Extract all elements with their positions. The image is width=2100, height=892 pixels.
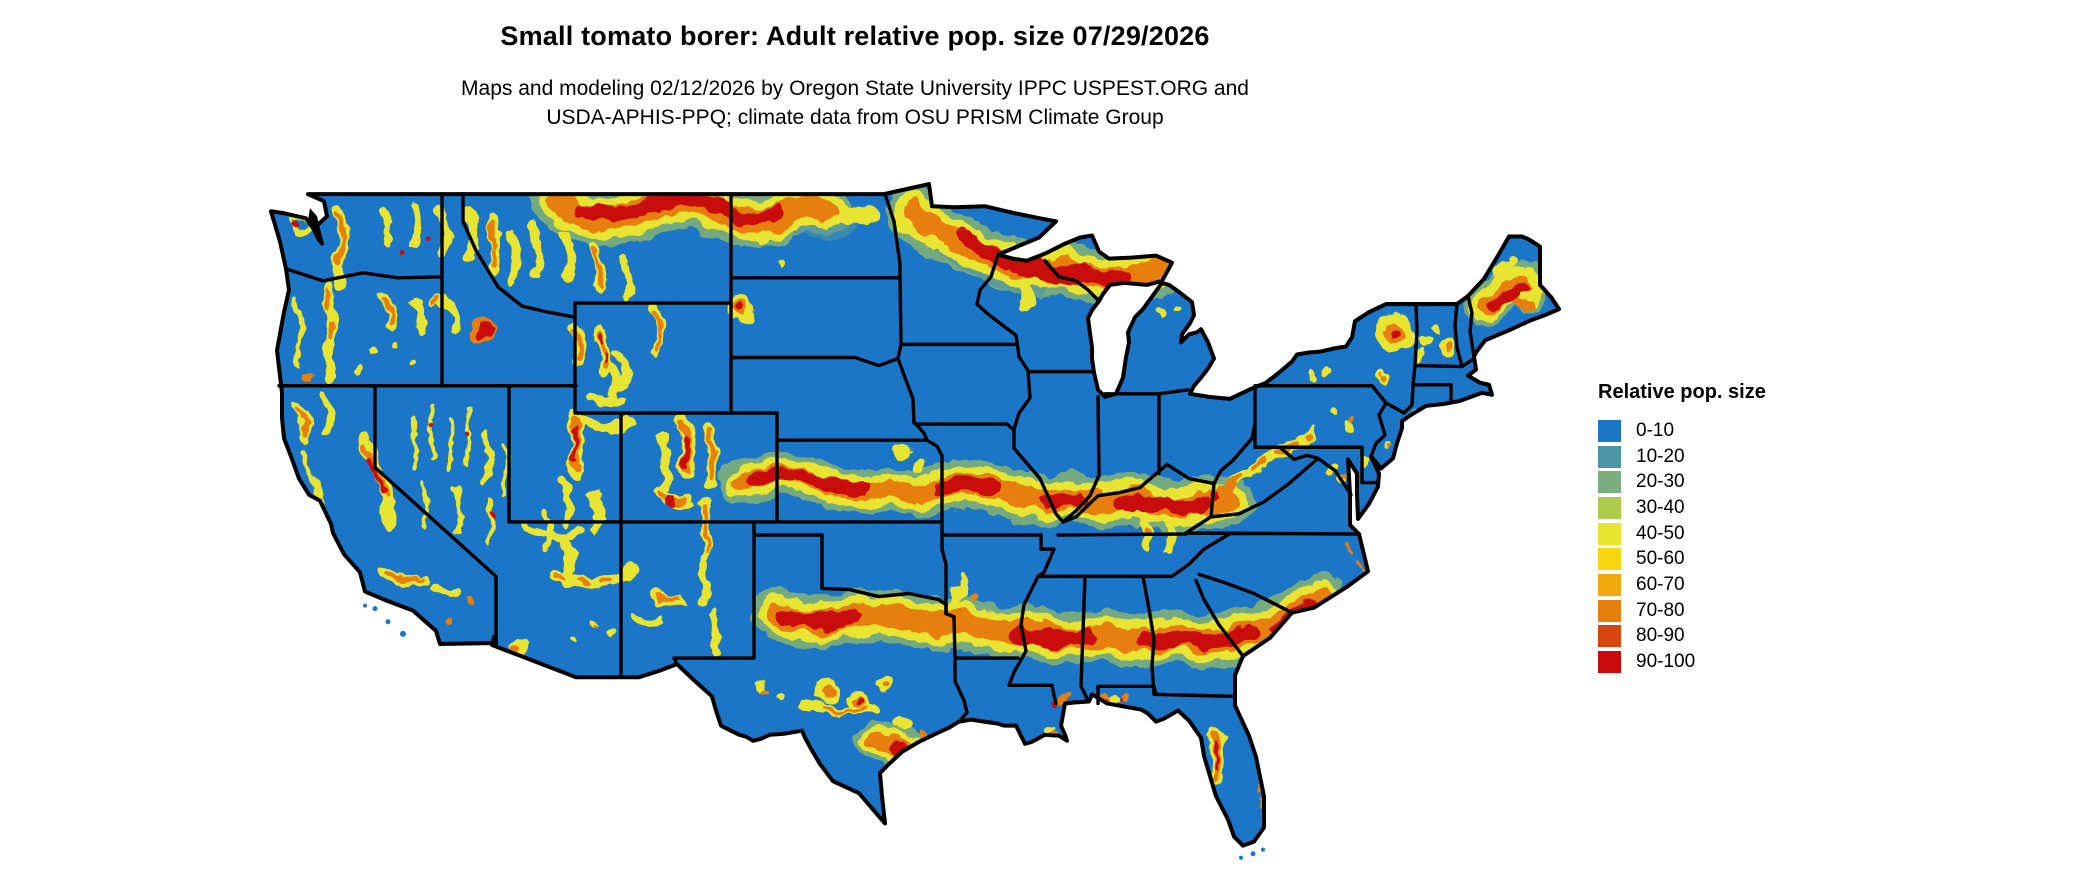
- map-header: Small tomato borer: Adult relative pop. …: [0, 0, 1710, 132]
- legend-swatch: [1598, 419, 1621, 442]
- legend-item: 50-60: [1598, 546, 1766, 572]
- legend-label: 10-20: [1636, 445, 1685, 467]
- legend-item: 60-70: [1598, 572, 1766, 598]
- puget-sound: [308, 208, 323, 243]
- legend-label: 40-50: [1636, 522, 1685, 544]
- legend-item: 20-30: [1598, 469, 1766, 495]
- legend-swatch: [1598, 522, 1621, 545]
- map-subtitle: Maps and modeling 02/12/2026 by Oregon S…: [0, 74, 1710, 132]
- us-coastline: [269, 182, 1561, 848]
- legend-label: 90-100: [1636, 651, 1696, 673]
- legend-swatch: [1598, 548, 1621, 571]
- legend-item: 70-80: [1598, 598, 1766, 624]
- legend-label: 30-40: [1636, 496, 1685, 518]
- legend-swatch: [1598, 651, 1621, 674]
- legend-item: 30-40: [1598, 495, 1766, 521]
- legend-label: 70-80: [1636, 599, 1685, 621]
- legend-swatch: [1598, 445, 1621, 468]
- legend-swatch: [1598, 471, 1621, 494]
- legend-item: 80-90: [1598, 624, 1766, 650]
- legend-item: 0-10: [1598, 418, 1766, 444]
- legend-title: Relative pop. size: [1598, 381, 1766, 403]
- legend-rows: 0-10 10-20 20-30 30-40 40-50 50-60 60-70 70-80 8…: [1598, 418, 1766, 675]
- us-population-map: [263, 180, 1573, 886]
- us-map-svg: [269, 182, 1561, 860]
- legend-label: 80-90: [1636, 625, 1685, 647]
- legend-label: 60-70: [1636, 573, 1685, 595]
- legend-swatch: [1598, 496, 1621, 519]
- map-legend: Relative pop. size 0-10 10-20 20-30 30-40 40…: [1598, 381, 1766, 675]
- legend-label: 50-60: [1636, 548, 1685, 570]
- channel-islands: [363, 603, 1265, 860]
- legend-swatch: [1598, 573, 1621, 596]
- legend-label: 0-10: [1636, 419, 1675, 441]
- legend-swatch: [1598, 625, 1621, 648]
- legend-item: 10-20: [1598, 444, 1766, 470]
- legend-swatch: [1598, 599, 1621, 622]
- legend-item: 90-100: [1598, 649, 1766, 675]
- legend-label: 20-30: [1636, 471, 1685, 493]
- subtitle-line-1: Maps and modeling 02/12/2026 by Oregon S…: [461, 77, 1249, 100]
- page-title: Small tomato borer: Adult relative pop. …: [500, 21, 1210, 51]
- legend-item: 40-50: [1598, 521, 1766, 547]
- state-borders: [277, 192, 1476, 724]
- subtitle-line-2: USDA-APHIS-PPQ; climate data from OSU PR…: [546, 106, 1164, 129]
- us-landmass: [271, 184, 1559, 846]
